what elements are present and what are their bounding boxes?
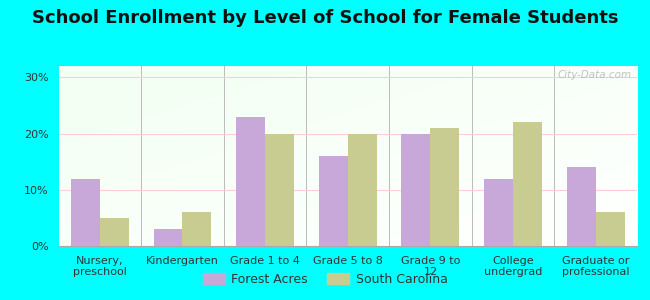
Bar bbox=[348, 134, 377, 246]
Bar bbox=[513, 122, 542, 246]
Legend: Forest Acres, South Carolina: Forest Acres, South Carolina bbox=[198, 268, 452, 291]
Bar bbox=[567, 167, 595, 246]
Bar bbox=[265, 134, 294, 246]
Bar bbox=[595, 212, 625, 246]
Bar bbox=[236, 117, 265, 246]
Bar bbox=[430, 128, 460, 246]
Bar bbox=[183, 212, 211, 246]
Text: School Enrollment by Level of School for Female Students: School Enrollment by Level of School for… bbox=[32, 9, 618, 27]
Bar bbox=[484, 178, 513, 246]
Bar bbox=[318, 156, 348, 246]
Text: City-Data.com: City-Data.com bbox=[557, 70, 631, 80]
Bar bbox=[153, 229, 183, 246]
Bar bbox=[402, 134, 430, 246]
Bar bbox=[71, 178, 100, 246]
Bar bbox=[100, 218, 129, 246]
